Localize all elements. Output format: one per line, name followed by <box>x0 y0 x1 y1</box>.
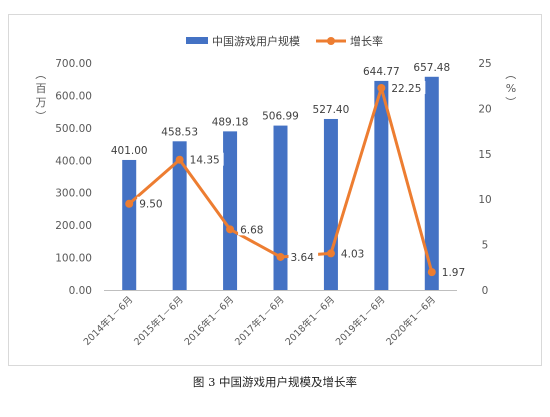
bar <box>273 125 288 290</box>
line-data-label-bg <box>288 249 319 263</box>
y-right-axis-title-char: % <box>506 82 516 95</box>
y-right-tick-label: 0 <box>482 285 489 297</box>
x-tick-label: 2016年1－6月 <box>182 294 236 348</box>
figure-caption: 图 3 中国游戏用户规模及增长率 <box>192 375 358 389</box>
growth-rate-point <box>276 252 285 261</box>
y-left-tick-label: 700.00 <box>55 58 92 70</box>
growth-rate-point <box>326 249 335 258</box>
line-data-label-bg <box>439 265 470 279</box>
bar <box>323 118 338 291</box>
growth-rate-point <box>226 225 235 234</box>
growth-rate-point <box>377 83 386 92</box>
y-left-tick-label: 0.00 <box>69 285 92 297</box>
y-left-axis-title-char: （ <box>34 69 47 80</box>
bar-data-label: 401.00 <box>111 145 148 157</box>
y-left-tick-label: 200.00 <box>55 220 92 232</box>
growth-rate-point <box>175 155 184 164</box>
y-left-tick-label: 500.00 <box>55 123 92 135</box>
bar <box>223 131 238 290</box>
y-right-tick-label: 15 <box>478 149 491 161</box>
line-data-label-bg <box>389 80 426 94</box>
x-tick-label: 2017年1－6月 <box>232 294 286 348</box>
line-data-label-bg <box>338 246 369 260</box>
y-right-tick-label: 20 <box>478 103 491 115</box>
x-tick-label: 2018年1－6月 <box>283 294 337 348</box>
y-right-tick-label: 25 <box>478 58 491 70</box>
line-data-label: 6.68 <box>240 224 263 236</box>
chart: 0.00 100.00 200.00 300.00 400.00 500.00 600.00… <box>34 34 517 348</box>
y-left-tick-label: 400.00 <box>55 155 92 167</box>
x-tick-label: 2020年1－6月 <box>384 294 438 348</box>
bar <box>122 159 137 290</box>
growth-rate-point <box>125 199 134 208</box>
bar <box>172 141 187 290</box>
x-tick-label: 2019年1－6月 <box>333 294 387 348</box>
line-data-label: 9.50 <box>139 199 162 211</box>
y-left-axis-title-char: 万 <box>36 96 47 109</box>
line-data-label: 4.03 <box>341 248 364 260</box>
x-tick-label: 2015年1－6月 <box>131 294 185 348</box>
chart-frame <box>8 14 542 366</box>
y-right-tick-label: 10 <box>478 194 491 206</box>
line-data-label-bg <box>187 152 224 166</box>
bar-data-label: 506.99 <box>262 111 299 123</box>
x-tick-label: 2014年1－6月 <box>81 294 135 348</box>
y-left-tick-label: 100.00 <box>55 253 92 265</box>
bar <box>374 80 389 290</box>
bar-data-label: 527.40 <box>313 104 350 116</box>
y-left-axis-title-char: ） <box>34 111 47 122</box>
line-data-label: 22.25 <box>391 83 421 95</box>
y-left-tick-label: 300.00 <box>55 188 92 200</box>
y-right-axis-title-char: ） <box>504 97 517 108</box>
legend-label-line: 增长率 <box>350 34 383 48</box>
line-data-label: 14.35 <box>190 155 220 167</box>
y-right-axis-title-char: （ <box>504 69 517 80</box>
y-right-tick-label: 5 <box>482 240 489 252</box>
line-data-label-bg <box>137 196 167 210</box>
line-data-label-bg <box>238 222 268 236</box>
bar-data-label: 489.18 <box>212 116 249 128</box>
y-left-axis-title-char: 百 <box>36 82 47 95</box>
legend-swatch-bars <box>186 37 208 44</box>
legend-marker-line <box>327 37 335 45</box>
y-left-tick-label: 600.00 <box>55 90 92 102</box>
bar-data-label: 657.48 <box>413 62 450 74</box>
bar <box>424 76 439 290</box>
bar-data-label: 458.53 <box>161 126 198 138</box>
bar-data-label: 644.77 <box>363 66 400 78</box>
legend-label-bars: 中国游戏用户规模 <box>212 34 300 48</box>
growth-rate-point <box>427 268 436 277</box>
line-data-label: 1.97 <box>442 267 465 279</box>
line-data-label: 3.64 <box>291 252 315 264</box>
